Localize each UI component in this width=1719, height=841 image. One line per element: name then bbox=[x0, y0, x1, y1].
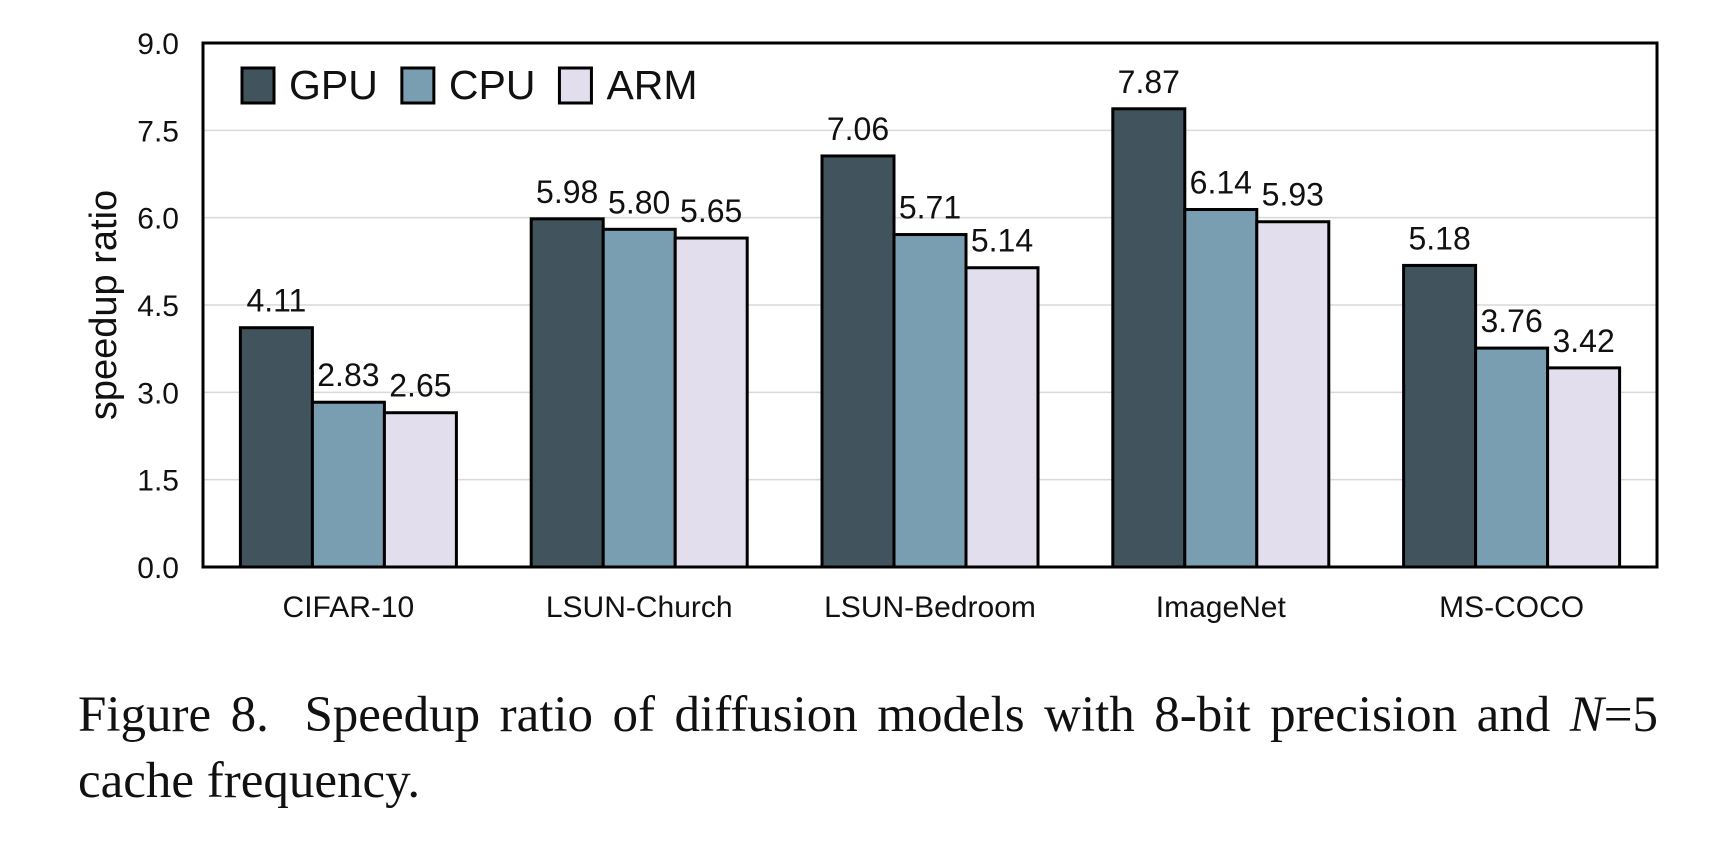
bar-value-label: 2.65 bbox=[389, 368, 451, 404]
bar-cpu bbox=[310, 400, 386, 569]
legend-label-gpu: GPU bbox=[289, 62, 378, 108]
figure-caption: Figure 8. Speedup ratio of diffusion mod… bbox=[78, 682, 1658, 814]
legend-swatch-arm bbox=[557, 66, 593, 105]
bar-gpu bbox=[820, 154, 896, 569]
legend-swatch-gpu bbox=[240, 66, 276, 105]
bar-value-label: 5.18 bbox=[1408, 220, 1470, 256]
bar-cpu bbox=[601, 227, 677, 569]
y-axis-label: speedup ratio bbox=[83, 190, 125, 420]
bar-arm bbox=[1546, 366, 1622, 569]
caption-variable: N bbox=[1569, 687, 1604, 743]
x-tick-label: CIFAR-10 bbox=[283, 591, 415, 624]
x-tick-label: ImageNet bbox=[1156, 591, 1287, 624]
y-tick-label: 6.0 bbox=[137, 203, 179, 236]
y-tick-label: 4.5 bbox=[137, 290, 179, 323]
bar-cpu bbox=[1183, 208, 1259, 569]
caption-text-2: =5 cache frequency. bbox=[78, 687, 1659, 809]
bar-value-label: 6.14 bbox=[1190, 165, 1252, 201]
chart: 0.0 1.5 3.0 4.5 6.0 7.5 9.0 speedup ratio 4.11 2.… bbox=[83, 28, 1659, 624]
bar-arm bbox=[1255, 220, 1331, 569]
y-tick-label: 9.0 bbox=[137, 28, 179, 61]
legend-swatch-cpu bbox=[400, 66, 436, 105]
caption-label: Figure 8. bbox=[78, 687, 269, 743]
bar-gpu bbox=[529, 217, 605, 569]
bar-value-label: 5.71 bbox=[899, 190, 961, 226]
bar-gpu bbox=[1111, 107, 1187, 569]
bar-gpu bbox=[238, 326, 314, 569]
y-tick-label: 3.0 bbox=[137, 377, 179, 410]
y-tick-label: 0.0 bbox=[137, 552, 179, 585]
x-tick-label: LSUN-Bedroom bbox=[824, 591, 1036, 624]
bar-cpu bbox=[1474, 346, 1550, 569]
bar-arm bbox=[673, 236, 749, 569]
bar-value-label: 7.06 bbox=[827, 111, 889, 147]
bar-value-label: 3.42 bbox=[1552, 323, 1614, 359]
x-tick-label: LSUN-Church bbox=[546, 591, 733, 624]
bar-arm bbox=[382, 411, 458, 569]
bar-value-label: 3.76 bbox=[1480, 303, 1542, 339]
bar-value-label: 5.65 bbox=[680, 193, 742, 229]
y-tick-label: 7.5 bbox=[137, 115, 179, 148]
caption-text-1: Speedup ratio of diffusion models with 8… bbox=[304, 687, 1551, 743]
bar-cpu bbox=[892, 233, 968, 569]
legend-label-arm: ARM bbox=[606, 62, 697, 108]
bar-chart: 0.0 1.5 3.0 4.5 6.0 7.5 9.0 speedup ratio 4.11 2.… bbox=[83, 28, 1659, 624]
bar-value-label: 5.98 bbox=[536, 174, 598, 210]
bar-value-label: 7.87 bbox=[1118, 64, 1180, 100]
legend-label-cpu: CPU bbox=[449, 62, 536, 108]
bar-value-label: 2.83 bbox=[317, 357, 379, 393]
x-tick-label: MS-COCO bbox=[1439, 591, 1584, 624]
bar-gpu bbox=[1402, 263, 1478, 569]
bar-value-label: 5.93 bbox=[1262, 177, 1324, 213]
y-tick-label: 1.5 bbox=[137, 465, 179, 498]
plot-frame bbox=[201, 41, 1659, 569]
bar-value-label: 4.11 bbox=[246, 283, 306, 319]
bar-value-label: 5.14 bbox=[971, 223, 1033, 259]
bar-value-label: 5.80 bbox=[608, 184, 670, 220]
bar-arm bbox=[964, 266, 1040, 569]
